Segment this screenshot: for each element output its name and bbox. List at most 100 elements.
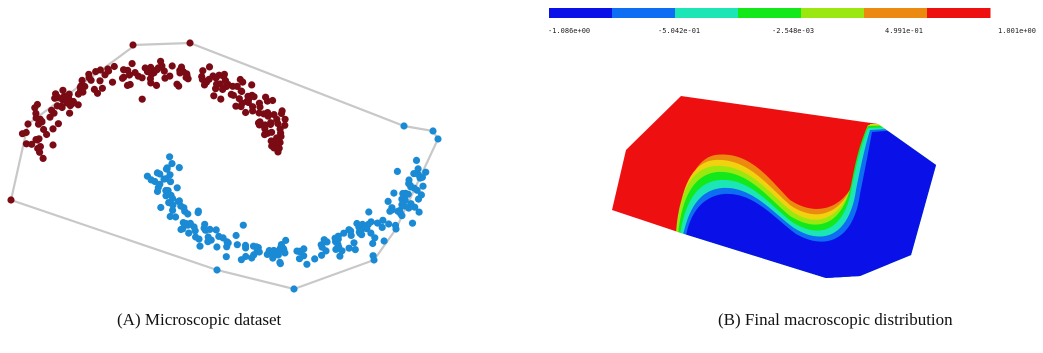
data-point	[244, 92, 252, 100]
data-point	[222, 253, 230, 261]
data-point	[318, 251, 326, 259]
data-point	[380, 237, 388, 245]
data-point	[79, 88, 87, 96]
colorbar-segment	[927, 8, 991, 18]
data-point	[242, 108, 250, 117]
data-point	[364, 220, 372, 228]
data-point	[232, 102, 240, 110]
data-point	[232, 231, 240, 240]
data-point	[212, 226, 220, 234]
data-point	[196, 242, 204, 250]
data-point	[238, 87, 246, 96]
data-point	[28, 140, 36, 148]
data-point	[33, 100, 42, 109]
data-point	[415, 208, 423, 216]
data-point	[264, 111, 272, 119]
colorbar-tick: 1.001e+00	[998, 27, 1036, 35]
data-point	[32, 109, 40, 117]
data-point	[212, 85, 220, 93]
data-point	[199, 67, 207, 75]
data-point	[295, 247, 303, 256]
data-point	[138, 95, 146, 103]
data-point	[290, 285, 298, 293]
data-point	[143, 68, 152, 76]
data-point	[166, 178, 175, 186]
data-point	[414, 165, 422, 173]
data-point	[104, 65, 112, 73]
data-point	[18, 130, 27, 138]
data-point	[385, 220, 393, 228]
data-point	[49, 125, 57, 133]
data-point	[184, 210, 192, 218]
data-point	[78, 76, 86, 84]
data-point	[126, 80, 134, 89]
data-point	[205, 63, 214, 71]
data-point	[390, 189, 398, 197]
data-point	[248, 81, 256, 89]
data-point	[147, 176, 155, 184]
data-point	[54, 120, 63, 128]
data-point	[93, 89, 102, 97]
data-point	[186, 39, 194, 47]
data-point	[340, 229, 348, 237]
data-point	[265, 247, 273, 255]
data-point	[379, 216, 387, 224]
data-point	[273, 140, 281, 148]
data-point	[110, 62, 118, 71]
data-point	[108, 78, 117, 86]
data-point	[39, 154, 47, 162]
data-point	[239, 78, 247, 86]
data-point	[392, 225, 400, 233]
data-point	[318, 243, 326, 251]
data-point	[351, 246, 359, 254]
data-point	[172, 213, 180, 221]
data-point	[210, 92, 218, 100]
data-point	[177, 63, 186, 71]
data-point	[233, 241, 241, 249]
data-point	[408, 219, 417, 227]
data-point	[169, 206, 177, 214]
lower-moon-points	[143, 122, 442, 293]
data-point	[128, 60, 136, 68]
data-point	[219, 85, 227, 93]
data-point	[369, 239, 377, 248]
data-point	[367, 229, 375, 237]
data-point	[65, 93, 73, 101]
data-point	[213, 243, 221, 251]
data-point	[162, 165, 170, 173]
data-point	[229, 82, 237, 90]
data-point	[69, 97, 77, 106]
data-point	[98, 84, 106, 92]
data-point	[201, 220, 209, 228]
data-point	[162, 192, 170, 200]
data-point	[217, 95, 225, 103]
data-point	[59, 86, 67, 94]
data-point	[242, 252, 250, 261]
data-point	[384, 197, 392, 205]
data-point	[157, 57, 165, 65]
data-point	[182, 73, 190, 82]
data-point	[179, 225, 187, 233]
data-point	[131, 69, 139, 77]
data-point	[220, 72, 228, 80]
data-point	[219, 234, 227, 242]
data-point	[205, 75, 213, 83]
data-point	[154, 64, 162, 72]
data-point	[370, 256, 378, 264]
data-point	[50, 109, 58, 117]
colorbar-segment	[864, 8, 928, 18]
data-point	[373, 219, 382, 227]
data-point	[96, 77, 104, 85]
data-point	[156, 180, 164, 188]
data-point	[177, 202, 185, 210]
data-point	[434, 135, 442, 143]
data-point	[413, 186, 421, 194]
data-point	[235, 95, 243, 103]
data-point	[411, 203, 419, 211]
data-point	[22, 140, 30, 148]
data-point	[276, 260, 284, 268]
data-point	[157, 203, 165, 212]
data-point	[192, 233, 200, 241]
upper-moon-points	[7, 39, 289, 204]
data-point	[394, 207, 402, 215]
